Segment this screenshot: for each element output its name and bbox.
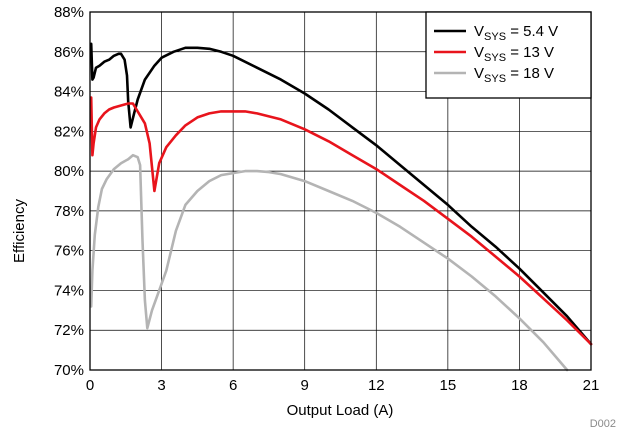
y-tick-label: 82% xyxy=(54,123,84,140)
x-tick-label: 15 xyxy=(440,377,457,394)
series-line-2 xyxy=(89,96,593,346)
legend-box xyxy=(425,11,592,99)
y-tick-label: 72% xyxy=(54,322,84,339)
y-tick-label: 74% xyxy=(54,282,84,299)
series-lines xyxy=(89,42,593,372)
x-tick-label: 6 xyxy=(229,377,237,394)
x-tick-label: 21 xyxy=(583,377,600,394)
y-tick-label: 76% xyxy=(54,243,84,260)
plot-frame xyxy=(89,11,592,371)
legend-label: VSYS = 18 V xyxy=(474,65,554,85)
legend-label: VSYS = 13 V xyxy=(474,44,554,64)
y-axis-title: Efficiency xyxy=(11,199,28,263)
x-tick-label: 9 xyxy=(301,377,309,394)
series-line-3 xyxy=(89,153,569,372)
x-axis-title: Output Load (A) xyxy=(287,402,394,419)
x-tick-label: 12 xyxy=(368,377,385,394)
y-tick-labels: 70% 72% 74% 76% 78% 80% 82% 84% 86% 88% xyxy=(54,4,84,379)
footnote-label: D002 xyxy=(590,418,616,430)
x-tick-labels: 0 3 6 9 12 15 18 21 xyxy=(86,377,600,394)
legend-label: VSYS = 5.4 V xyxy=(474,23,558,43)
y-tick-label: 78% xyxy=(54,203,84,220)
x-tick-label: 3 xyxy=(157,377,165,394)
x-tick-label: 18 xyxy=(511,377,528,394)
y-tick-label: 80% xyxy=(54,163,84,180)
y-tick-label: 70% xyxy=(54,362,84,379)
x-tick-label: 0 xyxy=(86,377,94,394)
y-tick-label: 88% xyxy=(54,4,84,21)
y-tick-label: 86% xyxy=(54,44,84,61)
y-tick-label: 84% xyxy=(54,84,84,101)
series-line-1 xyxy=(89,42,593,346)
